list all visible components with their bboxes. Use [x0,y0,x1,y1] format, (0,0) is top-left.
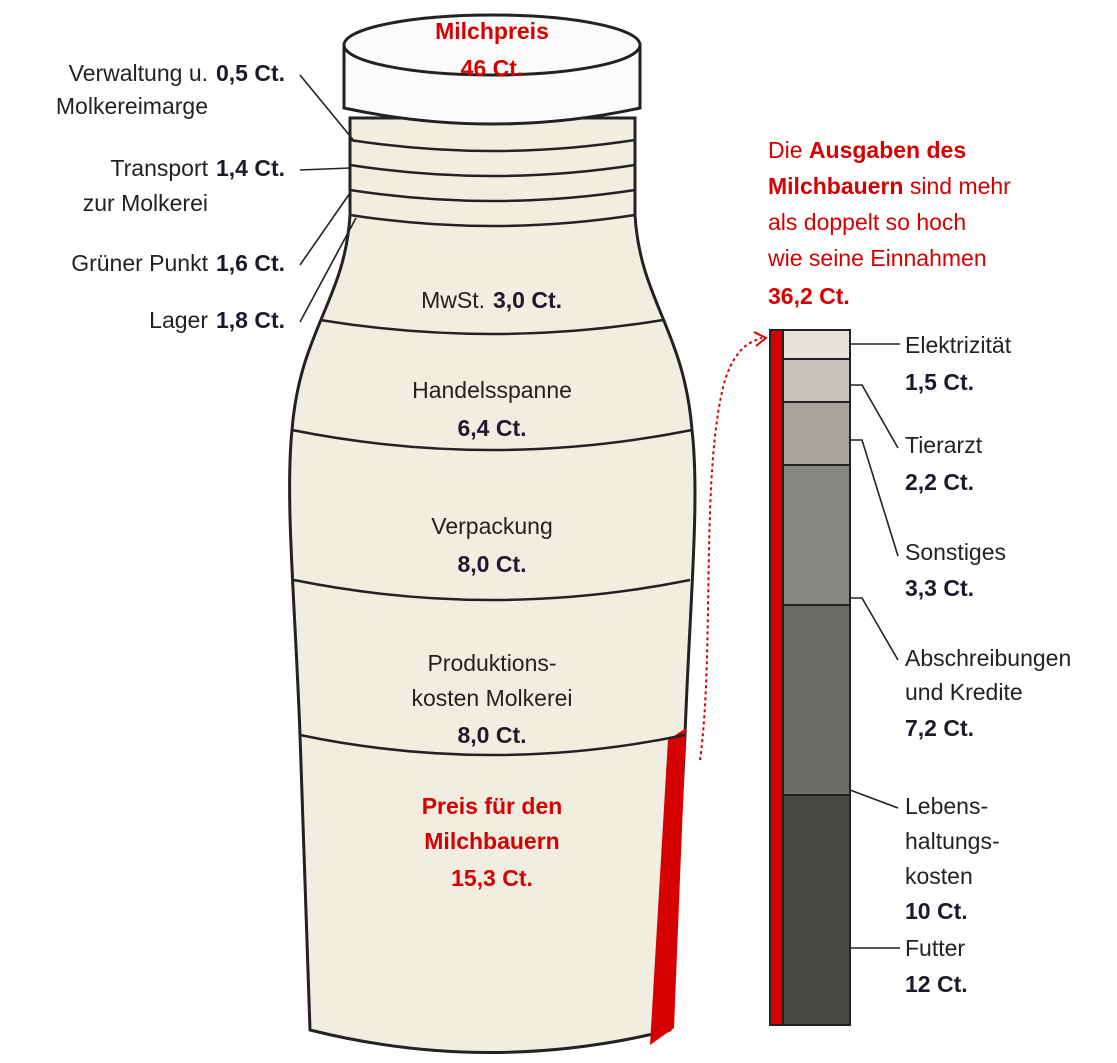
cost-label: Lebens- [905,793,988,819]
layer-label: Milchbauern [424,828,559,854]
expenses-total: 36,2 Ct. [768,283,850,309]
cost-label: Futter [905,935,965,961]
layer-label: Preis für den [422,793,563,819]
cost-label: haltungs- [905,828,1000,854]
cost-label: kosten [905,863,973,889]
cost-segment [783,795,850,1025]
intro-line: Die Ausgaben des [768,137,966,163]
cost-segment [783,605,850,795]
cost-segment [783,330,850,359]
side-amount: 1,6 Ct. [216,250,285,276]
layer-label: MwSt. [421,287,485,313]
layer-label: Verpackung [431,513,552,539]
cost-label: Elektrizität [905,332,1012,358]
layer-label: Produktions- [427,650,556,676]
cost-leaders [850,344,900,948]
arrow-head [754,332,766,346]
layer-amount: 3,0 Ct. [493,287,562,313]
bottle-title: Milchpreis [435,18,549,44]
side-label: Grüner Punkt [71,250,208,276]
layer-amount: 8,0 Ct. [457,722,526,748]
layer-amount: 6,4 Ct. [457,415,526,441]
side-label: Transport [110,155,208,181]
cost-amount: 7,2 Ct. [905,715,974,741]
side-label: Molkereimarge [56,93,208,119]
cost-segment [783,359,850,402]
cost-label: Abschreibungen [905,645,1071,671]
cost-label: Sonstiges [905,539,1006,565]
side-label: Lager [149,307,208,333]
side-amount: 1,8 Ct. [216,307,285,333]
infographic: Milchpreis 46 Ct. Verwaltung u. Molkerei… [0,0,1117,1063]
cost-segment [783,465,850,605]
side-label: zur Molkerei [83,190,208,216]
side-label: Verwaltung u. [69,60,208,86]
layer-amount: 8,0 Ct. [457,551,526,577]
arrow [700,338,762,760]
side-amount: 1,4 Ct. [216,155,285,181]
intro-text: Die [768,137,809,163]
bottle-body [290,118,695,1053]
layer-label: Handelsspanne [412,377,572,403]
layer-label: kosten Molkerei [411,685,572,711]
cost-amount: 2,2 Ct. [905,469,974,495]
intro-strong: Milchbauern [768,173,903,199]
intro-line: als doppelt so hoch [768,209,966,235]
cost-segment [783,402,850,465]
intro-line: Milchbauern sind mehr [768,173,1011,199]
cost-amount: 12 Ct. [905,971,968,997]
intro-line: wie seine Einnahmen [767,245,987,271]
side-amount: 0,5 Ct. [216,60,285,86]
intro-text: sind mehr [903,173,1011,199]
cost-bar [770,330,850,1025]
cost-amount: 3,3 Ct. [905,575,974,601]
cost-label: und Kredite [905,679,1023,705]
cost-red-strip [770,330,783,1025]
bottle-total: 46 Ct. [461,55,524,81]
cost-label: Tierarzt [905,432,983,458]
layer-amount: 15,3 Ct. [451,865,533,891]
cost-amount: 1,5 Ct. [905,369,974,395]
intro-strong: Ausgaben des [809,137,966,163]
cost-amount: 10 Ct. [905,898,968,924]
